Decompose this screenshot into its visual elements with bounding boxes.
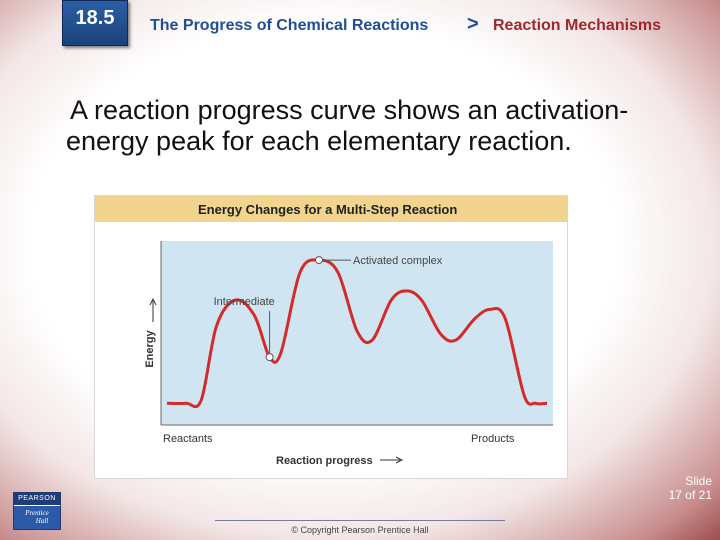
section-number: 18.5 xyxy=(75,7,115,29)
logo-top-text: PEARSON xyxy=(14,493,60,505)
activated-complex-label: Activated complex xyxy=(353,255,443,267)
slide-number: Slide 17 of 21 xyxy=(652,474,712,502)
slide-label: Slide xyxy=(685,474,712,488)
chapter-title: The Progress of Chemical Reactions xyxy=(150,17,429,34)
energy-diagram: Energy Reactants Products Reaction progr… xyxy=(144,241,553,467)
logo-bottom-line-1: Prentice xyxy=(25,509,49,517)
logo-bottom: Prentice Hall xyxy=(14,506,60,529)
section-badge: 18.5 xyxy=(62,0,128,46)
pearson-logo: PEARSON Prentice Hall xyxy=(13,492,61,530)
figure-title: Energy Changes for a Multi-Step Reaction xyxy=(198,202,458,217)
header: 18.5 The Progress of Chemical Reactions … xyxy=(0,0,720,50)
energy-curve xyxy=(166,258,548,409)
lesson-title: Reaction Mechanisms xyxy=(493,17,662,34)
reaction-figure: Energy Changes for a Multi-Step Reaction… xyxy=(94,195,568,479)
intro-line-2: energy peak for each elementary reaction… xyxy=(66,126,572,156)
activated-complex-marker xyxy=(315,256,323,265)
y-axis-label: Energy xyxy=(144,329,156,367)
intermediate-marker xyxy=(265,353,274,362)
logo-bottom-line-2: Hall xyxy=(35,517,49,525)
figure-title-bar: Energy Changes for a Multi-Step Reaction xyxy=(95,196,567,222)
intermediate-label: Intermediate xyxy=(214,296,275,308)
x-axis-arrowhead xyxy=(395,456,404,464)
breadcrumb-separator: > xyxy=(467,13,479,35)
footer-divider xyxy=(215,520,505,521)
intro-text: A reaction progress curve shows an activ… xyxy=(66,95,666,157)
copyright: © Copyright Pearson Prentice Hall xyxy=(291,525,429,535)
intro-line-1: A reaction progress curve shows an activ… xyxy=(70,95,629,125)
x-end-label: Products xyxy=(471,433,515,445)
slide-counter: 17 of 21 xyxy=(668,488,712,502)
x-axis-label: Reaction progress xyxy=(276,455,373,467)
y-axis-arrowhead xyxy=(149,297,157,306)
x-start-label: Reactants xyxy=(163,433,213,445)
